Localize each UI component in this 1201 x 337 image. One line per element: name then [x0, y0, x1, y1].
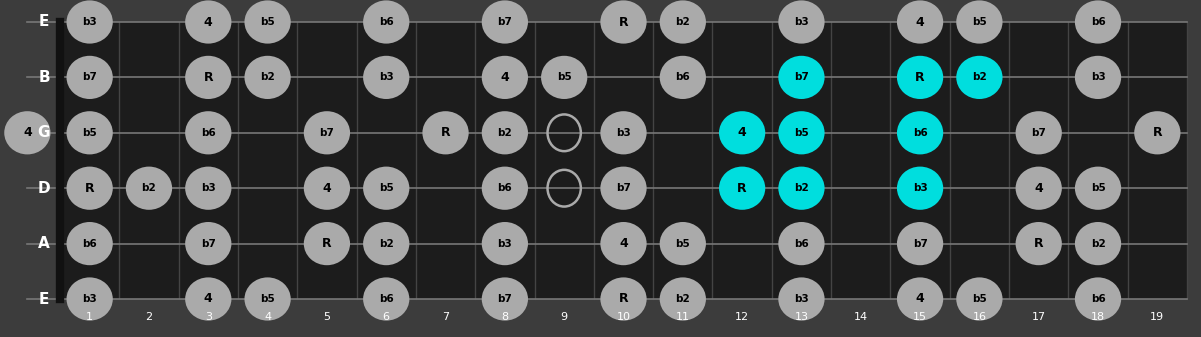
- Text: 4: 4: [620, 237, 628, 250]
- Text: b2: b2: [972, 72, 987, 83]
- Text: 11: 11: [676, 312, 689, 322]
- Text: 10: 10: [616, 312, 631, 322]
- Text: b6: b6: [378, 294, 394, 304]
- Text: 4: 4: [915, 16, 925, 29]
- Ellipse shape: [1016, 222, 1062, 265]
- Ellipse shape: [363, 0, 410, 43]
- Ellipse shape: [185, 56, 232, 99]
- Ellipse shape: [66, 277, 113, 320]
- Text: A: A: [38, 236, 50, 251]
- Ellipse shape: [126, 166, 172, 210]
- Ellipse shape: [778, 56, 825, 99]
- Ellipse shape: [363, 277, 410, 320]
- Text: 4: 4: [501, 71, 509, 84]
- Ellipse shape: [363, 56, 410, 99]
- Ellipse shape: [66, 0, 113, 43]
- Text: 4: 4: [264, 312, 271, 322]
- Text: b7: b7: [1032, 128, 1046, 138]
- Text: R: R: [1034, 237, 1044, 250]
- Ellipse shape: [304, 111, 349, 154]
- Text: b7: b7: [616, 183, 631, 193]
- Text: b3: b3: [83, 294, 97, 304]
- Ellipse shape: [482, 56, 528, 99]
- Ellipse shape: [185, 0, 232, 43]
- Ellipse shape: [600, 277, 646, 320]
- Text: b2: b2: [675, 17, 691, 27]
- Ellipse shape: [363, 166, 410, 210]
- Text: 4: 4: [204, 293, 213, 306]
- Text: 13: 13: [794, 312, 808, 322]
- Ellipse shape: [719, 166, 765, 210]
- Text: b7: b7: [497, 294, 513, 304]
- Text: 16: 16: [973, 312, 986, 322]
- Text: b5: b5: [794, 128, 808, 138]
- Ellipse shape: [1075, 222, 1122, 265]
- Text: 4: 4: [204, 16, 213, 29]
- Ellipse shape: [1016, 111, 1062, 154]
- Text: 7: 7: [442, 312, 449, 322]
- Ellipse shape: [482, 277, 528, 320]
- Text: b5: b5: [557, 72, 572, 83]
- Ellipse shape: [778, 277, 825, 320]
- Text: b5: b5: [675, 239, 691, 249]
- Ellipse shape: [245, 56, 291, 99]
- Ellipse shape: [600, 0, 646, 43]
- Ellipse shape: [600, 111, 646, 154]
- Text: R: R: [322, 237, 331, 250]
- Text: b3: b3: [794, 294, 808, 304]
- Ellipse shape: [185, 222, 232, 265]
- Ellipse shape: [1075, 56, 1122, 99]
- Text: b3: b3: [1091, 72, 1105, 83]
- Text: 6: 6: [383, 312, 390, 322]
- Ellipse shape: [304, 222, 349, 265]
- Text: 17: 17: [1032, 312, 1046, 322]
- Text: G: G: [37, 125, 50, 140]
- Text: 4: 4: [737, 126, 747, 139]
- Text: b5: b5: [1091, 183, 1105, 193]
- Text: R: R: [441, 126, 450, 139]
- Ellipse shape: [956, 277, 1003, 320]
- Ellipse shape: [66, 56, 113, 99]
- Ellipse shape: [66, 222, 113, 265]
- Ellipse shape: [897, 222, 943, 265]
- Text: R: R: [1153, 126, 1163, 139]
- Text: b6: b6: [201, 128, 216, 138]
- Text: D: D: [37, 181, 50, 196]
- Text: 18: 18: [1091, 312, 1105, 322]
- Text: 4: 4: [915, 293, 925, 306]
- Ellipse shape: [482, 0, 528, 43]
- Text: b3: b3: [616, 128, 631, 138]
- Text: 19: 19: [1151, 312, 1165, 322]
- Ellipse shape: [245, 277, 291, 320]
- Text: b3: b3: [497, 239, 513, 249]
- Ellipse shape: [5, 111, 50, 154]
- Text: b5: b5: [972, 17, 987, 27]
- Text: E: E: [38, 14, 49, 30]
- Text: 15: 15: [913, 312, 927, 322]
- Text: b2: b2: [142, 183, 156, 193]
- Ellipse shape: [66, 166, 113, 210]
- Text: b3: b3: [913, 183, 927, 193]
- Text: E: E: [38, 292, 49, 306]
- Ellipse shape: [600, 166, 646, 210]
- Ellipse shape: [659, 222, 706, 265]
- Ellipse shape: [304, 166, 349, 210]
- Text: b2: b2: [1091, 239, 1105, 249]
- Ellipse shape: [600, 222, 646, 265]
- Ellipse shape: [778, 222, 825, 265]
- Ellipse shape: [185, 277, 232, 320]
- Text: b2: b2: [261, 72, 275, 83]
- Text: 14: 14: [854, 312, 868, 322]
- Text: 4: 4: [323, 182, 331, 195]
- Ellipse shape: [1016, 166, 1062, 210]
- Text: b3: b3: [378, 72, 394, 83]
- Ellipse shape: [778, 0, 825, 43]
- Ellipse shape: [482, 166, 528, 210]
- Text: b6: b6: [83, 239, 97, 249]
- Text: b6: b6: [1091, 17, 1105, 27]
- Text: R: R: [737, 182, 747, 195]
- Ellipse shape: [659, 277, 706, 320]
- Text: b3: b3: [83, 17, 97, 27]
- Ellipse shape: [897, 111, 943, 154]
